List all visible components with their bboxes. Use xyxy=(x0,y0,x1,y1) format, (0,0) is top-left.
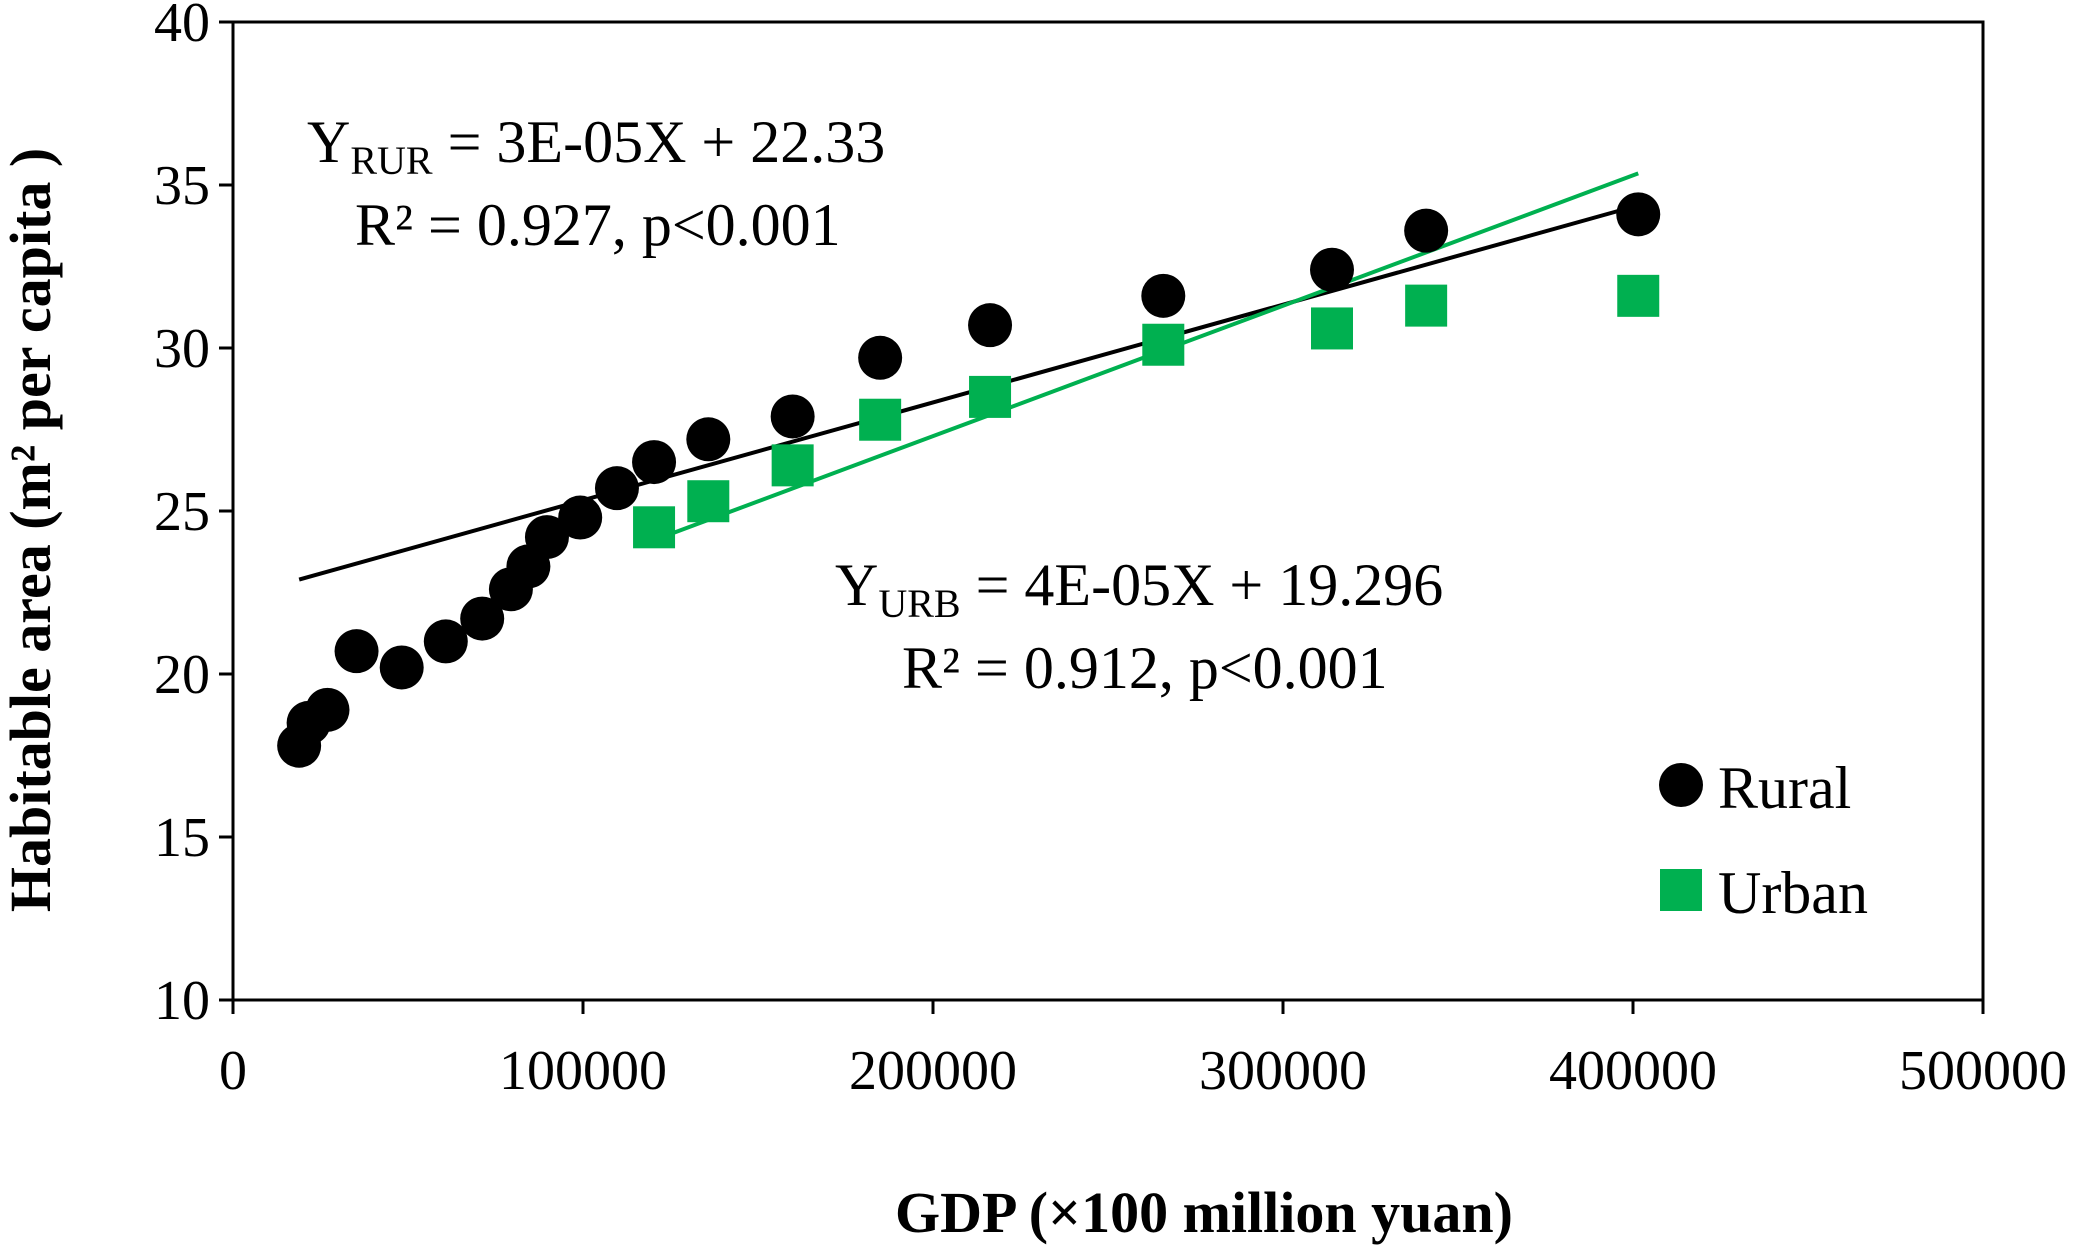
rural-data-point xyxy=(379,645,424,690)
rural-trendline xyxy=(298,203,1639,582)
rural-data-point xyxy=(1310,247,1354,292)
urban-eq-subscript: URB xyxy=(878,581,960,626)
rural-data-point xyxy=(1616,192,1661,237)
rural-data-point xyxy=(858,335,903,380)
urban-data-point xyxy=(969,375,1012,418)
legend-rural-label: Rural xyxy=(1718,755,1851,821)
rural-data-point xyxy=(968,303,1013,348)
y-tick-label: 35 xyxy=(154,155,210,217)
x-axis-title: GDP (×100 million yuan) xyxy=(895,1180,1513,1245)
urban-data-point xyxy=(633,506,676,549)
x-tick-label: 200000 xyxy=(849,1040,1017,1102)
rural-data-point xyxy=(632,440,677,485)
urban-data-point xyxy=(1142,323,1185,366)
rural-data-point xyxy=(334,629,379,674)
rural-data-point xyxy=(423,619,468,664)
rural-data-point xyxy=(594,466,639,511)
rural-equation: YRUR = 3E-05X + 22.33 xyxy=(307,109,885,183)
rural-data-point xyxy=(686,417,731,462)
legend-urban-marker xyxy=(1660,869,1702,911)
urban-data-point xyxy=(687,480,730,523)
urban-data-point xyxy=(1405,284,1448,327)
legend: Rural Urban xyxy=(1659,755,1868,926)
y-tick-label: 40 xyxy=(154,0,210,54)
rural-eq-y: Y xyxy=(307,109,350,175)
rural-data-point xyxy=(558,495,603,540)
y-tick-label: 25 xyxy=(154,481,210,543)
urban-eq-formula: = 4E-05X + 19.296 xyxy=(961,552,1444,618)
urban-data-point xyxy=(859,398,902,441)
rural-data-point xyxy=(524,515,569,560)
rural-eq-subscript: RUR xyxy=(350,138,433,183)
x-tick-label: 500000 xyxy=(1899,1040,2067,1102)
rural-data-point xyxy=(460,596,505,641)
urban-equation: YURB = 4E-05X + 19.296 xyxy=(835,552,1443,626)
y-tick-label: 20 xyxy=(154,644,210,706)
rural-eq-formula: = 3E-05X + 22.33 xyxy=(433,109,886,175)
y-tick-label: 15 xyxy=(154,807,210,869)
rural-r2: R² = 0.927, p<0.001 xyxy=(355,192,841,258)
y-tick-label: 10 xyxy=(154,970,210,1032)
x-tick-label: 100000 xyxy=(499,1040,667,1102)
y-axis-title: Habitable area (m² per capita ) xyxy=(0,148,63,912)
x-tick-label: 0 xyxy=(219,1040,247,1102)
y-tick-label: 30 xyxy=(154,318,210,380)
legend-urban-label: Urban xyxy=(1718,860,1868,926)
rural-data-point xyxy=(305,687,350,732)
urban-data-point xyxy=(1311,307,1353,350)
urban-data-point xyxy=(771,444,814,487)
urban-r2: R² = 0.912, p<0.001 xyxy=(902,635,1388,701)
legend-rural-marker xyxy=(1659,763,1703,807)
urban-data-point xyxy=(1617,274,1660,317)
x-tick-label: 300000 xyxy=(1199,1040,1367,1102)
rural-data-point xyxy=(770,394,815,439)
rural-data-point xyxy=(1141,273,1186,318)
urban-eq-y: Y xyxy=(835,552,878,618)
x-tick-label: 400000 xyxy=(1549,1040,1717,1102)
rural-data-point xyxy=(1404,208,1449,253)
